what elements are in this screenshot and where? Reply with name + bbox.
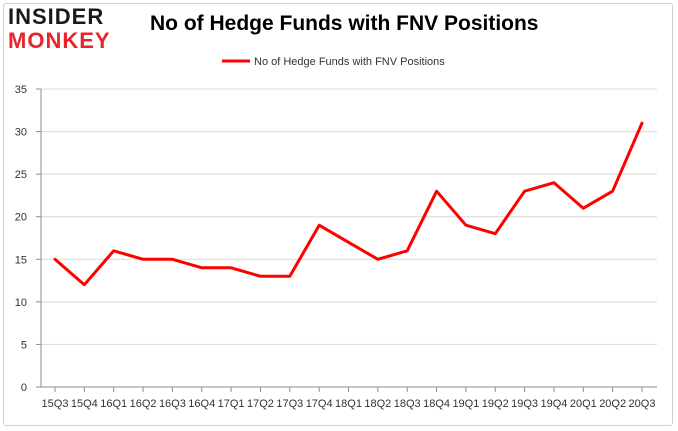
x-tick-label: 16Q3 [159, 398, 186, 410]
x-tick-label: 17Q2 [247, 398, 274, 410]
insider-monkey-logo: INSIDER MONKEY [8, 6, 133, 52]
x-tick-label: 20Q3 [629, 398, 656, 410]
gridlines [41, 88, 657, 345]
y-tick-label: 25 [15, 169, 27, 181]
chart-frame [3, 3, 673, 426]
y-tick-label: 30 [15, 127, 27, 139]
x-tick-label: 18Q4 [423, 398, 450, 410]
x-tick-label: 19Q4 [540, 398, 567, 410]
x-tick-label: 18Q3 [394, 398, 421, 410]
legend-label: No of Hedge Funds with FNV Positions [254, 56, 445, 68]
x-tick-label: 16Q1 [100, 398, 127, 410]
series-lines [53, 121, 644, 287]
x-tick-label: 17Q3 [276, 398, 303, 410]
series-line [53, 121, 644, 287]
x-tick-label: 16Q4 [188, 398, 215, 410]
x-tick-label: 18Q1 [335, 398, 362, 410]
x-tick-label: 20Q1 [570, 398, 597, 410]
y-tick-label: 10 [15, 297, 27, 309]
x-tick-label: 17Q4 [306, 398, 333, 410]
axes [36, 88, 657, 392]
y-tick-labels: 0 5 10 15 20 25 30 35 [15, 84, 27, 394]
y-tick-label: 15 [15, 254, 27, 266]
x-tick-label: 19Q2 [482, 398, 509, 410]
x-tick-label: 18Q2 [364, 398, 391, 410]
y-tick-label: 0 [21, 382, 27, 394]
y-tick-label: 35 [15, 84, 27, 96]
logo-line-1: INSIDER [8, 4, 105, 29]
x-tick-label: 15Q4 [71, 398, 98, 410]
x-tick-label: 15Q3 [42, 398, 69, 410]
x-tick-labels: 15Q3 15Q4 16Q1 16Q2 16Q3 16Q4 17Q1 17Q2 17Q3 17Q4… [42, 398, 656, 410]
x-tick-label: 16Q2 [130, 398, 157, 410]
y-tick-label: 20 [15, 212, 27, 224]
y-tick-label: 5 [21, 339, 27, 351]
x-tick-label: 19Q3 [511, 398, 538, 410]
logo-line-2: MONKEY [8, 28, 111, 53]
chart-title: No of Hedge Funds with FNV Positions [150, 12, 539, 35]
x-tick-label: 17Q1 [218, 398, 245, 410]
x-tick-label: 20Q2 [599, 398, 626, 410]
legend: No of Hedge Funds with FNV Positions [222, 56, 445, 68]
x-tick-label: 19Q1 [452, 398, 479, 410]
